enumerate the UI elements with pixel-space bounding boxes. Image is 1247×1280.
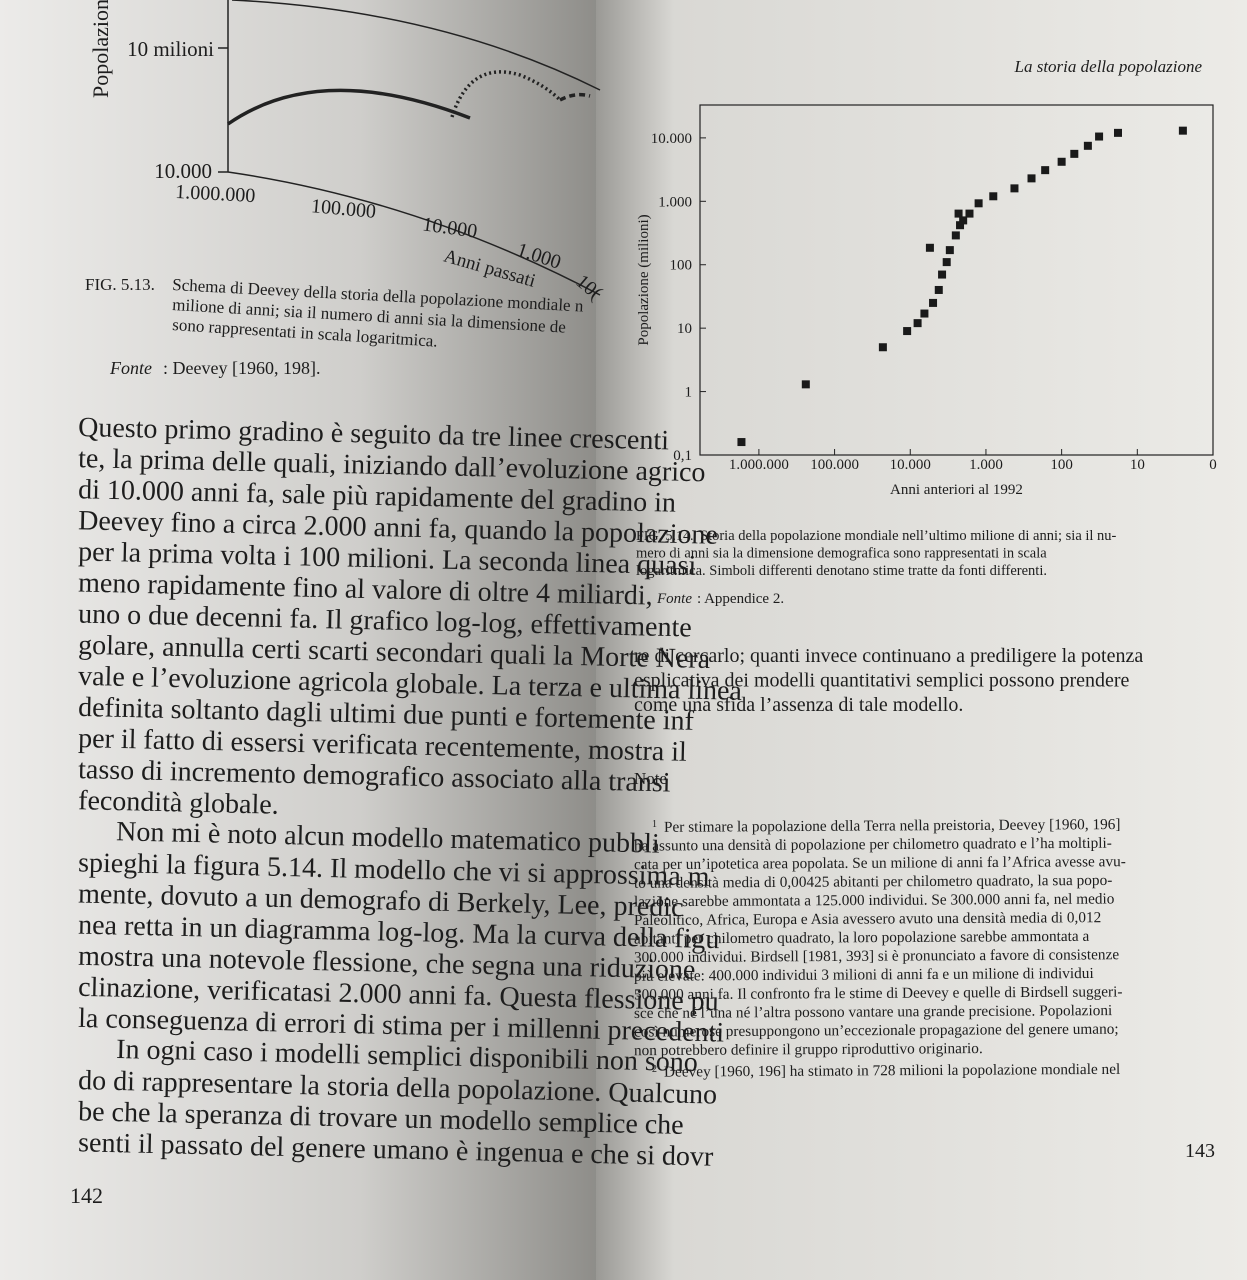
data-point [956, 221, 965, 230]
y-tick-label: 10.000 [651, 131, 692, 147]
y-tick-label: 10.000 [154, 159, 212, 183]
body-line: esplicativa dei modelli quantitativi sem… [634, 670, 1130, 692]
y-tick-label: 1 [685, 385, 693, 401]
footnote-line: 500.000 anni fa. Il confronto fra le sti… [634, 983, 1123, 1003]
data-point [925, 243, 934, 252]
data-point [1095, 132, 1104, 141]
y-tick-label: 10 milioni [127, 37, 214, 61]
source-text: : Appendice 2. [697, 591, 784, 607]
data-point [942, 258, 951, 267]
data-point [951, 231, 960, 240]
footnote-line: cata per un’ipotetica area popolata. Se … [634, 853, 1126, 873]
x-tick-label: 1.000 [969, 457, 1003, 473]
data-point [1041, 166, 1050, 175]
caption-label: FIG. 5.13. [85, 275, 155, 294]
footnote-line: to una densità media di 0,00425 abitanti… [634, 872, 1112, 892]
caption-line: Storia della popolazione mondiale nell’u… [700, 528, 1117, 544]
page-number: 143 [1185, 1140, 1215, 1162]
data-point [1178, 126, 1187, 135]
y-axis-label: Popolazione (milioni) [636, 214, 652, 345]
caption-label: FIG. 5.14. [636, 529, 694, 544]
data-point [929, 298, 938, 307]
caption-line: mero di anni sia la dimensione demografi… [636, 546, 1047, 562]
x-tick-label: 1.000.000 [729, 457, 789, 473]
data-point [913, 319, 922, 328]
x-tick-label: 100.000 [810, 457, 859, 473]
running-head: La storia della popolazione [1014, 57, 1203, 76]
body-line: fecondità globale. [78, 785, 279, 821]
footnote-line: non potrebbero definire il gruppo riprod… [634, 1040, 983, 1059]
footnote-line: così numerose presuppongono un’ecceziona… [634, 1021, 1119, 1041]
source-label: Fonte [656, 591, 692, 607]
footnote-line: abitanti per chilometro quadrato, la lor… [634, 928, 1090, 948]
data-point [1057, 157, 1066, 166]
footnote-line: Per stimare la popolazione della Terra n… [664, 816, 1121, 836]
data-point [1027, 174, 1036, 183]
x-tick-label: 10.000 [890, 457, 931, 473]
footnote-line: più elevate: 400.000 individui 3 milioni… [634, 965, 1094, 985]
footnote-line: Paleolitico, Africa, Europa e Asia avess… [634, 909, 1101, 929]
footnote-line: sce che né l’una né l’altra possono vant… [634, 1002, 1112, 1022]
x-tick-label: 10 [1130, 457, 1145, 473]
source-text: : Deevey [1960, 198]. [163, 358, 320, 378]
schema-curves [218, 0, 601, 296]
data-point [959, 216, 968, 225]
data-point [1070, 149, 1079, 158]
data-point [954, 209, 963, 218]
data-point [965, 209, 974, 218]
plot-frame [699, 104, 1214, 456]
left-page [0, 0, 600, 1280]
data-point [801, 380, 810, 389]
x-axis-label: Anni anteriori al 1992 [890, 482, 1023, 498]
data-point [737, 438, 746, 447]
data-point [920, 309, 929, 318]
data-point [938, 270, 947, 279]
notes-heading: Note [634, 769, 667, 788]
page-number: 142 [70, 1183, 103, 1208]
y-tick-label: 10 [677, 321, 692, 337]
footnote-number: 1 [652, 819, 657, 830]
footnote-number: 2 [652, 1064, 657, 1075]
x-tick-label: 100 [1050, 457, 1073, 473]
data-point [945, 246, 954, 255]
right-page [596, 0, 1247, 1280]
y-tick-label: 1.000 [658, 194, 692, 210]
data-point [878, 343, 887, 352]
footnote-line: 300.000 individui. Birdsell [1981, 393] … [634, 946, 1119, 966]
y-axis-label: Popolazion [88, 0, 113, 98]
data-point [989, 192, 998, 201]
data-point [1083, 141, 1092, 150]
body-line: re di cercarlo; quanti invece continuano… [634, 645, 1143, 667]
data-point [1113, 128, 1122, 137]
x-tick-label: 1.000.000 [175, 181, 256, 207]
footnote-line: ha assunto una densità di popolazione pe… [634, 835, 1112, 855]
data-point [934, 285, 943, 294]
y-tick-label: 100 [670, 258, 693, 274]
data-point [974, 199, 983, 208]
data-point [903, 327, 912, 336]
source-label: Fonte [109, 358, 152, 378]
data-point [1010, 184, 1019, 193]
caption-line: logaritmica. Simboli differenti denotano… [636, 563, 1047, 579]
footnote-line: Deevey [1960, 196] ha stimato in 728 mil… [664, 1061, 1120, 1081]
body-line: come una sfida l’assenza di tale modello… [634, 694, 963, 716]
y-tick-label: 0,1 [673, 448, 692, 464]
footnote-line: lazione sarebbe ammontata a 125.000 indi… [634, 890, 1115, 910]
x-tick-label: 0 [1209, 457, 1217, 473]
